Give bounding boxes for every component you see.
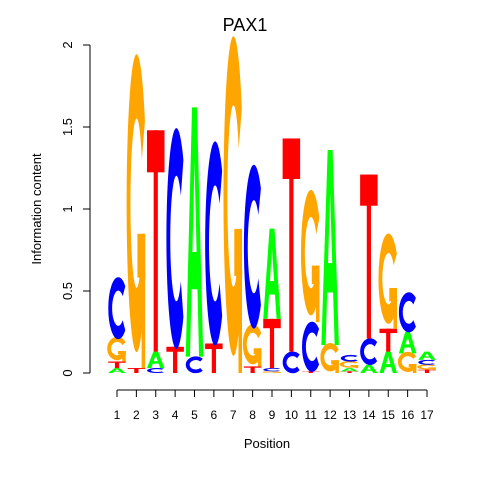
logo-letter-A [379,351,397,373]
logo-column-7 [223,36,243,373]
logo-letter-G [242,324,262,367]
x-tick-label: 6 [211,408,218,422]
logo-letter-T [205,343,223,373]
logo-column-12 [320,149,340,373]
x-tick-label: 17 [420,408,434,422]
logo-column-3 [147,130,165,374]
logo-letters [107,36,436,374]
logo-letter-T [108,361,126,369]
y-tick-label: 1 [60,205,75,212]
logo-letter-G [126,54,146,369]
y-tick-label: 0 [60,369,75,376]
logo-letter-G [417,364,436,370]
logo-letter-T [147,130,165,352]
logo-letter-C [166,128,184,349]
y-axis-label: Information content [29,153,44,265]
logo-column-10 [282,138,301,374]
x-tick-label: 11 [305,408,318,422]
logo-letter-C [108,277,126,340]
logo-letter-G [107,336,126,362]
chart-title: PAX1 [223,15,268,35]
x-tick-label: 2 [133,408,140,422]
logo-letter-T [243,366,262,373]
logo-column-16 [397,292,417,373]
logo-column-15 [378,233,398,373]
logo-letter-A [418,351,436,360]
logo-letter-G [397,351,417,373]
x-tick-label: 12 [323,408,337,422]
x-tick-label: 4 [172,408,179,422]
x-tick-label: 13 [343,408,357,422]
logo-letter-G [339,361,359,369]
logo-letter-T [340,371,359,373]
x-tick-label: 5 [191,408,198,422]
logo-column-17 [417,351,436,373]
logo-letter-T [360,174,378,339]
logo-letter-C [360,338,378,366]
logo-letter-C [185,356,203,374]
x-axis-ticks: 1 2 3 4 5 6 7 8 9 10 11 12 13 14 15 16 17 [114,390,434,422]
logo-letter-A [321,149,339,346]
logo-column-2 [126,54,146,373]
x-tick-label: 8 [249,408,256,422]
x-tick-label: 1 [114,408,121,422]
logo-letter-C [340,354,358,362]
logo-letter-G [262,371,281,373]
logo-letter-T [418,369,436,373]
logo-letter-A [185,107,204,357]
logo-column-8 [242,164,262,373]
logo-column-1 [107,277,126,373]
y-tick-label: 1.5 [60,118,75,136]
logo-letter-T [263,318,281,369]
x-tick-label: 16 [401,408,415,422]
x-tick-label: 14 [362,408,376,422]
x-tick-label: 3 [152,408,159,422]
logo-letter-T [166,346,184,373]
logo-letter-C [398,292,416,333]
logo-letter-A [108,368,126,373]
x-tick-label: 9 [269,408,276,422]
logo-letter-G [378,233,398,329]
logo-letter-A [147,351,165,369]
logo-letter-T [127,368,146,373]
logo-column-4 [166,128,184,373]
x-tick-label: 10 [285,408,299,422]
logo-letter-G [223,36,243,373]
x-tick-label: 7 [230,408,237,422]
logo-letter-C [263,368,281,372]
logo-column-9 [262,228,281,373]
logo-column-13 [339,354,359,373]
logo-letter-A [263,228,281,319]
logo-letter-A [340,368,359,372]
logo-column-11 [300,189,320,373]
logo-letter-A [360,364,378,373]
logo-letter-C [243,164,261,329]
logo-letter-C [205,141,223,346]
y-tick-label: 0.5 [60,282,75,300]
logo-letter-C [147,368,165,374]
logo-letter-G [320,343,340,373]
logo-letter-C [302,321,320,372]
x-tick-label: 15 [382,408,396,422]
logo-column-14 [360,174,378,373]
logo-letter-A [398,332,417,354]
logo-column-6 [205,141,223,373]
y-axis-ticks: 0 0.5 1 1.5 2 [60,41,90,377]
logo-letter-T [379,328,397,352]
logo-letter-C [418,359,436,365]
logo-column-5 [185,107,204,374]
y-tick-label: 2 [60,41,75,48]
logo-letter-C [282,351,300,374]
logo-letter-G [300,189,320,323]
x-axis-label: Position [244,436,290,451]
logo-letter-T [282,138,301,352]
